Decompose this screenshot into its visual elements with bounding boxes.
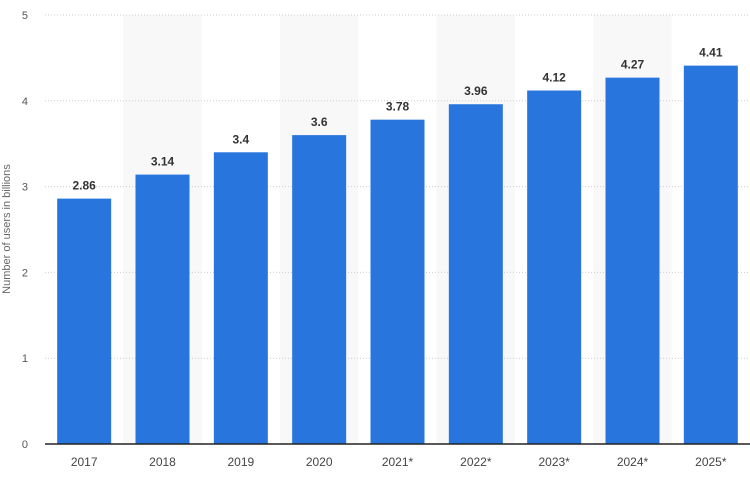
x-tick-label: 2024*	[617, 455, 649, 469]
y-tick-label: 1	[22, 353, 28, 365]
bar-2023	[527, 90, 582, 444]
bar-2022	[448, 104, 503, 445]
data-label: 3.14	[151, 155, 175, 169]
bar-2024	[605, 77, 660, 444]
data-label: 2.86	[72, 179, 96, 193]
y-tick-label: 5	[22, 10, 28, 22]
x-tick-label: 2025*	[695, 455, 727, 469]
y-tick-label: 3	[22, 182, 28, 194]
bar-2020	[292, 135, 347, 444]
data-label: 3.78	[386, 100, 410, 114]
data-label: 4.27	[621, 58, 645, 72]
y-tick-label: 4	[22, 96, 28, 108]
data-label: 4.12	[542, 71, 566, 85]
bar-2018	[135, 174, 190, 444]
x-tick-label: 2021*	[382, 455, 414, 469]
data-label: 3.4	[232, 132, 249, 146]
bar-2019	[213, 152, 268, 444]
x-tick-label: 2018	[149, 455, 176, 469]
x-tick-label: 2020	[306, 455, 333, 469]
y-axis-label: Number of users in billions	[1, 164, 13, 294]
x-tick-label: 2017	[71, 455, 98, 469]
data-label: 4.41	[699, 46, 723, 60]
bar-2021	[370, 119, 425, 445]
x-tick-label: 2019	[227, 455, 254, 469]
bar-2017	[57, 198, 112, 444]
data-label: 3.96	[464, 84, 488, 98]
y-tick-label: 2	[22, 267, 28, 279]
bar-2025	[683, 65, 738, 444]
x-tick-label: 2023*	[538, 455, 570, 469]
y-tick-label: 0	[22, 439, 28, 451]
data-label: 3.6	[311, 115, 328, 129]
x-tick-label: 2022*	[460, 455, 492, 469]
